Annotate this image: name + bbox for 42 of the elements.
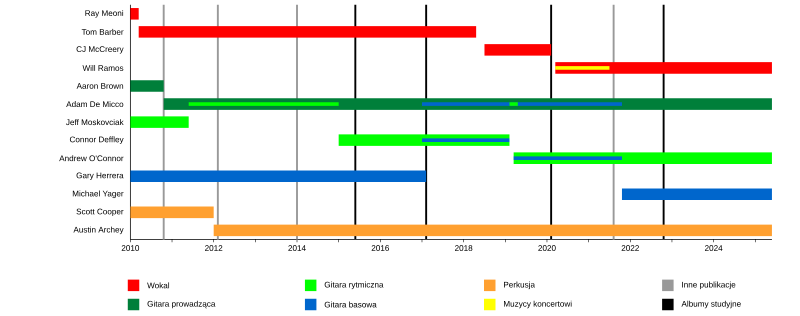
- bar: [509, 102, 518, 106]
- bar: [555, 66, 610, 70]
- bar: [214, 224, 772, 236]
- x-tick-label: 2020: [538, 245, 556, 251]
- bar: [484, 44, 552, 56]
- legend-label: Wokal: [147, 282, 170, 288]
- x-tick-label: 2016: [372, 245, 390, 251]
- bar: [130, 116, 189, 128]
- y-tick-label: Tom Barber: [82, 28, 124, 35]
- bar: [130, 80, 164, 92]
- y-tick-label: Gary Herrera: [76, 172, 124, 180]
- bar: [422, 138, 510, 142]
- y-tick-label: Michael Yager: [72, 190, 124, 198]
- x-tick-label: 2018: [455, 245, 472, 251]
- bar: [138, 26, 476, 38]
- bar: [130, 8, 139, 20]
- bar: [555, 62, 772, 74]
- x-tick-label: 2012: [205, 245, 222, 251]
- y-tick-label: CJ McCreery: [76, 46, 124, 54]
- legend-label: Gitara prowadząca: [148, 300, 216, 308]
- bar: [130, 206, 214, 218]
- y-tick-label: Andrew O'Connor: [59, 155, 124, 162]
- legend-label: Gitara rytmiczna: [324, 282, 384, 290]
- x-tick-label: 2010: [122, 245, 140, 251]
- bar: [422, 102, 622, 106]
- legend-label: Albumy studyjne: [681, 300, 741, 308]
- legend-label: Gitara basowa: [324, 302, 377, 308]
- y-tick-label: Connor Deffley: [70, 136, 124, 144]
- legend-label: Muzycy koncertowi: [504, 300, 572, 308]
- legend-label: Inne publikacje: [682, 282, 736, 290]
- y-tick-label: Scott Cooper: [76, 208, 124, 216]
- y-tick-label: Austin Archey: [73, 226, 124, 234]
- y-tick-label: Aaron Brown: [76, 83, 124, 89]
- y-tick-label: Will Ramos: [82, 64, 124, 71]
- y-tick-label: Adam De Micco: [66, 101, 124, 108]
- y-tick-label: Jeff Moskovciak: [66, 119, 124, 126]
- x-tick-label: 2024: [704, 245, 722, 251]
- bar: [514, 156, 622, 160]
- y-tick-label: Ray Meoni: [85, 10, 124, 18]
- x-tick-label: 2014: [288, 245, 306, 251]
- legend-label: Perkusja: [504, 282, 535, 290]
- x-tick-label: 2022: [622, 245, 639, 251]
